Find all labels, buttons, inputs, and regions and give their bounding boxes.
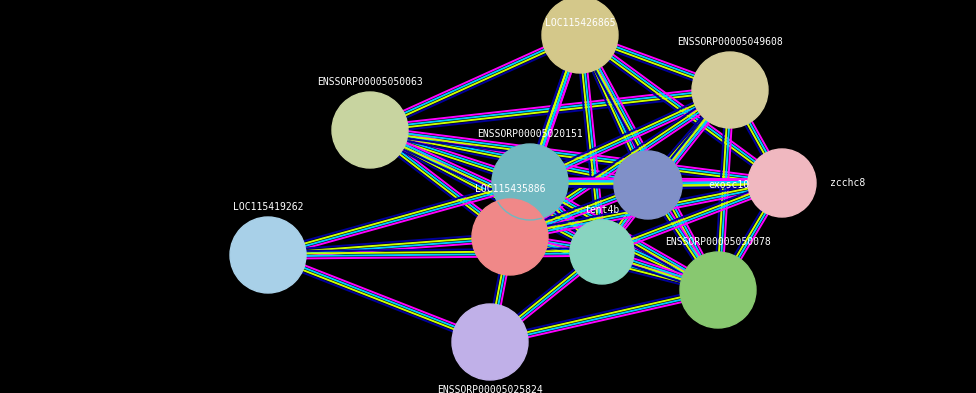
Text: LOC115419262: LOC115419262 xyxy=(232,202,304,212)
Circle shape xyxy=(332,92,408,168)
Text: LOC115435886: LOC115435886 xyxy=(474,184,546,194)
Text: tent4b: tent4b xyxy=(585,205,620,215)
Text: ENSSORP00005050078: ENSSORP00005050078 xyxy=(665,237,771,247)
Circle shape xyxy=(570,220,634,284)
Circle shape xyxy=(492,144,568,220)
Circle shape xyxy=(542,0,618,73)
Circle shape xyxy=(680,252,756,328)
Circle shape xyxy=(230,217,306,293)
Text: zcchc8: zcchc8 xyxy=(830,178,866,188)
Text: ENSSORP00005020151: ENSSORP00005020151 xyxy=(477,129,583,139)
Circle shape xyxy=(748,149,816,217)
Text: ENSSORP00005049608: ENSSORP00005049608 xyxy=(677,37,783,47)
Circle shape xyxy=(452,304,528,380)
Text: LOC115426865: LOC115426865 xyxy=(545,18,615,28)
Circle shape xyxy=(692,52,768,128)
Text: exosc10: exosc10 xyxy=(708,180,750,190)
Text: ENSSORP00005050063: ENSSORP00005050063 xyxy=(317,77,423,87)
Circle shape xyxy=(614,151,682,219)
Text: ENSSORP00005025824: ENSSORP00005025824 xyxy=(437,385,543,393)
Circle shape xyxy=(472,199,548,275)
